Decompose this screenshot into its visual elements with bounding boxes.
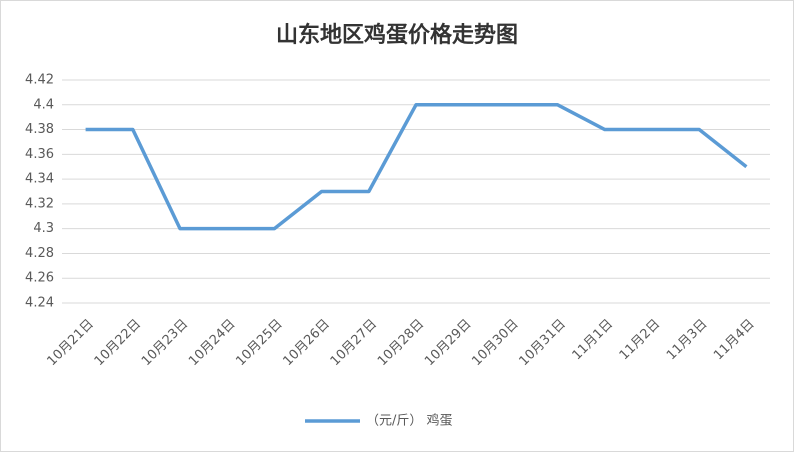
y-tick-label: 4.34 — [25, 172, 54, 187]
y-tick-label: 4.32 — [25, 196, 54, 211]
series-line — [85, 103, 748, 231]
y-tick-label: 4.26 — [25, 271, 54, 286]
y-tick-label: 4.28 — [25, 246, 54, 261]
y-tick-label: 4.38 — [25, 122, 54, 137]
chart-title: 山东地区鸡蛋价格走势图 — [276, 22, 518, 48]
legend-label: （元/斤） 鸡蛋 — [366, 413, 453, 429]
y-tick-label: 4.42 — [25, 73, 54, 88]
y-tick-label: 4.24 — [25, 296, 54, 311]
y-tick-label: 4.36 — [25, 147, 54, 162]
y-tick-label: 4.4 — [33, 97, 54, 112]
y-tick-label: 4.3 — [33, 221, 54, 236]
